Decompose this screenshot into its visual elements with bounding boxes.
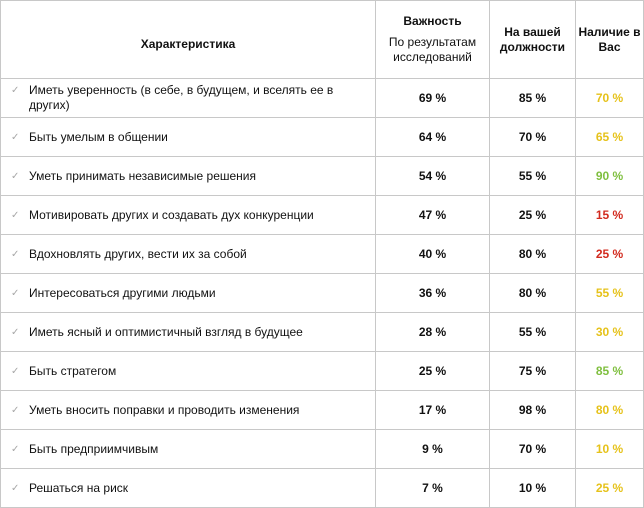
check-icon: ✓ <box>11 170 20 182</box>
presence-value: 55 % <box>575 273 644 313</box>
position-value: 80 % <box>489 234 576 274</box>
feature-cell: ✓ Решаться на риск <box>0 468 376 508</box>
feature-label: Интересоваться другими людьми <box>29 285 216 300</box>
importance-value: 17 % <box>375 390 490 430</box>
importance-value: 36 % <box>375 273 490 313</box>
presence-value: 85 % <box>575 351 644 391</box>
table-row: ✓ Уметь принимать независимые решения 54 %… <box>0 156 644 196</box>
position-value: 75 % <box>489 351 576 391</box>
check-icon: ✓ <box>11 209 20 221</box>
presence-value: 10 % <box>575 429 644 469</box>
feature-cell: ✓ Иметь ясный и оптимистичный взгляд в бу… <box>0 312 376 352</box>
header-row: Характеристика Важность По результатам и… <box>0 0 644 79</box>
position-value: 70 % <box>489 429 576 469</box>
position-value: 80 % <box>489 273 576 313</box>
feature-label: Уметь принимать независимые решения <box>29 168 256 183</box>
check-icon: ✓ <box>11 131 20 143</box>
feature-cell: ✓ Быть умелым в общении <box>0 117 376 157</box>
feature-label: Вдохновлять других, вести их за собой <box>29 246 247 261</box>
table-row: ✓ Интересоваться другими людьми 36 % 80 % 55… <box>0 273 644 313</box>
table-row: ✓ Быть умелым в общении 64 % 70 % 65 % <box>0 117 644 157</box>
position-value: 25 % <box>489 195 576 235</box>
importance-value: 25 % <box>375 351 490 391</box>
feature-label: Иметь уверенность (в себе, в будущем, и … <box>29 83 334 112</box>
presence-value: 80 % <box>575 390 644 430</box>
header-presence: Наличие в Вас <box>575 0 644 79</box>
importance-value: 28 % <box>375 312 490 352</box>
importance-value: 69 % <box>375 78 490 118</box>
feature-label: Быть предприимчивым <box>29 441 159 456</box>
presence-value: 65 % <box>575 117 644 157</box>
feature-cell: ✓ Уметь вносить поправки и проводить изме… <box>0 390 376 430</box>
header-characteristic: Характеристика <box>0 0 376 79</box>
feature-cell: ✓ Иметь уверенность (в себе, в будущем, и… <box>0 78 376 118</box>
header-position: На вашей должности <box>489 0 576 79</box>
feature-cell: ✓ Мотивировать других и создавать дух кон… <box>0 195 376 235</box>
presence-value: 70 % <box>575 78 644 118</box>
position-value: 98 % <box>489 390 576 430</box>
table-row: ✓ Решаться на риск 7 % 10 % 25 % <box>0 468 644 508</box>
importance-value: 7 % <box>375 468 490 508</box>
check-icon: ✓ <box>11 404 20 416</box>
presence-value: 25 % <box>575 468 644 508</box>
presence-value: 15 % <box>575 195 644 235</box>
feature-cell: ✓ Уметь принимать независимые решения <box>0 156 376 196</box>
header-importance: Важность По результатам исследований <box>375 0 490 79</box>
check-icon: ✓ <box>11 248 20 260</box>
presence-value: 90 % <box>575 156 644 196</box>
position-value: 85 % <box>489 78 576 118</box>
feature-cell: ✓ Интересоваться другими людьми <box>0 273 376 313</box>
importance-value: 54 % <box>375 156 490 196</box>
feature-label: Иметь ясный и оптимистичный взгляд в буд… <box>29 324 303 339</box>
check-icon: ✓ <box>11 326 20 338</box>
table-row: ✓ Уметь вносить поправки и проводить изме… <box>0 390 644 430</box>
feature-label: Уметь вносить поправки и проводить измен… <box>29 402 300 417</box>
feature-label: Быть стратегом <box>29 363 117 378</box>
importance-value: 64 % <box>375 117 490 157</box>
check-icon: ✓ <box>11 287 20 299</box>
table-row: ✓ Иметь уверенность (в себе, в будущем, и… <box>0 78 644 118</box>
table-row: ✓ Иметь ясный и оптимистичный взгляд в бу… <box>0 312 644 352</box>
importance-value: 40 % <box>375 234 490 274</box>
feature-label: Быть умелым в общении <box>29 129 168 144</box>
presence-value: 30 % <box>575 312 644 352</box>
table-row: ✓ Быть предприимчивым 9 % 70 % 10 % <box>0 429 644 469</box>
importance-value: 47 % <box>375 195 490 235</box>
presence-value: 25 % <box>575 234 644 274</box>
position-value: 10 % <box>489 468 576 508</box>
table-row: ✓ Вдохновлять других, вести их за собой 40… <box>0 234 644 274</box>
check-icon: ✓ <box>11 482 20 494</box>
position-value: 70 % <box>489 117 576 157</box>
table-row: ✓ Мотивировать других и создавать дух кон… <box>0 195 644 235</box>
check-icon: ✓ <box>11 85 20 96</box>
feature-label: Мотивировать других и создавать дух конк… <box>29 207 314 222</box>
position-value: 55 % <box>489 156 576 196</box>
feature-cell: ✓ Быть предприимчивым <box>0 429 376 469</box>
header-importance-subtitle: По результатам исследований <box>388 35 477 64</box>
position-value: 55 % <box>489 312 576 352</box>
importance-value: 9 % <box>375 429 490 469</box>
check-icon: ✓ <box>11 365 20 377</box>
check-icon: ✓ <box>11 443 20 455</box>
feature-label: Решаться на риск <box>29 480 129 495</box>
table-row: ✓ Быть стратегом 25 % 75 % 85 % <box>0 351 644 391</box>
feature-cell: ✓ Быть стратегом <box>0 351 376 391</box>
feature-cell: ✓ Вдохновлять других, вести их за собой <box>0 234 376 274</box>
header-importance-title: Важность <box>403 14 462 28</box>
